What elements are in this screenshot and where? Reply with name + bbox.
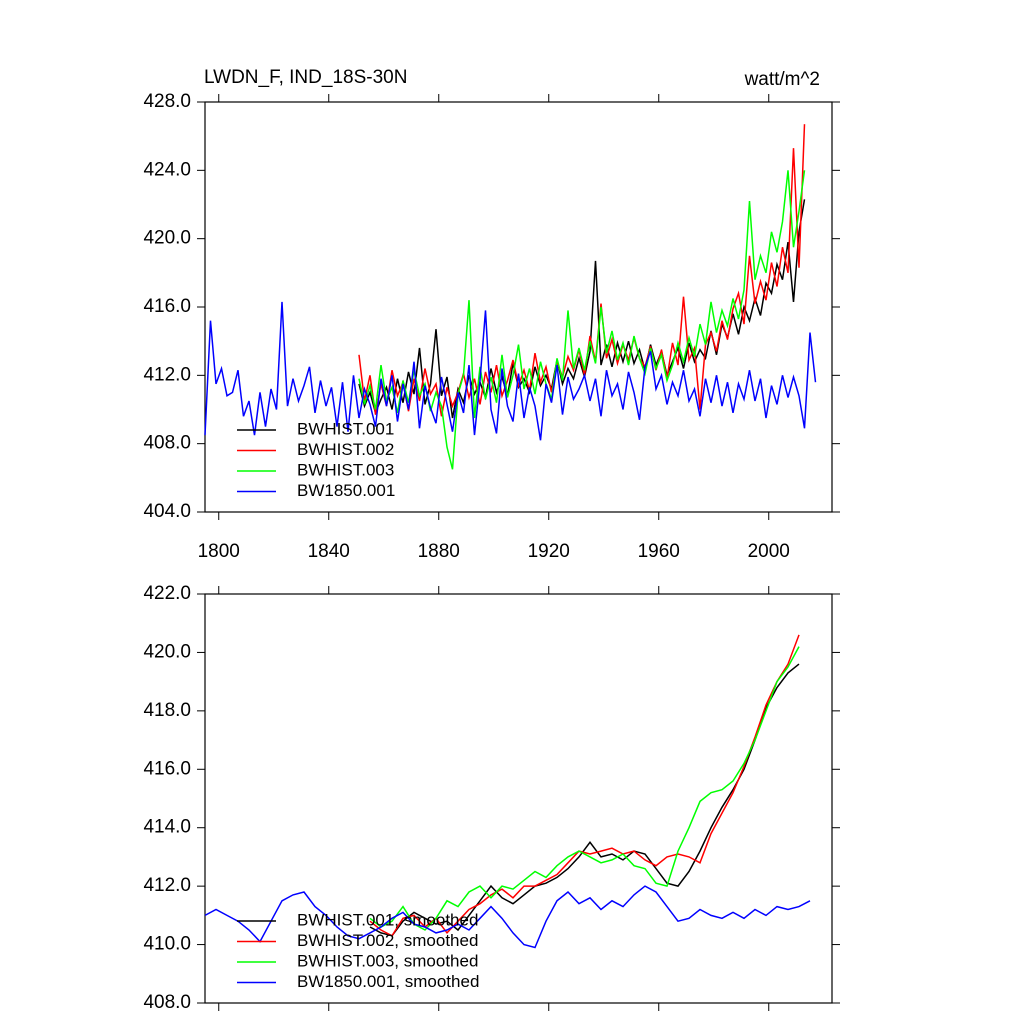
y-tick-label: 408.0 <box>143 992 191 1013</box>
legend-label: BWHIST.003, smoothed <box>297 951 478 970</box>
legend-label: BWHIST.001 <box>297 419 394 438</box>
series-line <box>204 301 817 441</box>
x-tick-label: 1840 <box>308 541 350 562</box>
plot-frame <box>204 593 833 1004</box>
x-tick-label: 1920 <box>528 541 570 562</box>
y-tick-label: 408.0 <box>143 433 191 454</box>
y-tick-label: 410.0 <box>143 934 191 955</box>
y-tick-label: 412.0 <box>143 875 191 896</box>
y-tick-label: 404.0 <box>143 501 191 522</box>
series-line <box>369 663 800 937</box>
chart-title: LWDN_F, IND_18S-30N <box>204 67 407 88</box>
x-tick-label: 1880 <box>418 541 460 562</box>
y-tick-label: 424.0 <box>143 159 191 180</box>
x-tick-label: 1960 <box>638 541 680 562</box>
y-tick-label: 416.0 <box>143 296 191 317</box>
y-tick-label: 428.0 <box>143 91 191 112</box>
legend-label: BWHIST.002 <box>297 440 394 459</box>
y-tick-label: 418.0 <box>143 700 191 721</box>
legend-label: BW1850.001 <box>297 481 395 500</box>
series-line <box>358 124 806 417</box>
y-tick-label: 420.0 <box>143 228 191 249</box>
y-tick-label: 416.0 <box>143 758 191 779</box>
legend-label: BW1850.001, smoothed <box>297 972 479 991</box>
units-label: watt/m^2 <box>744 69 820 90</box>
x-tick-label: 2000 <box>748 541 790 562</box>
legend-label: BWHIST.003 <box>297 460 394 479</box>
legend-label: BWHIST.002, smoothed <box>297 931 478 950</box>
x-tick-label: 1800 <box>198 541 240 562</box>
y-tick-label: 420.0 <box>143 641 191 662</box>
legend-label: BWHIST.001, smoothed <box>297 910 478 929</box>
series-line <box>358 170 806 470</box>
y-tick-label: 422.0 <box>143 583 191 604</box>
series-line <box>369 646 800 931</box>
series-line <box>369 634 800 937</box>
y-tick-label: 412.0 <box>143 364 191 385</box>
y-tick-label: 414.0 <box>143 817 191 838</box>
series-line <box>204 885 811 949</box>
